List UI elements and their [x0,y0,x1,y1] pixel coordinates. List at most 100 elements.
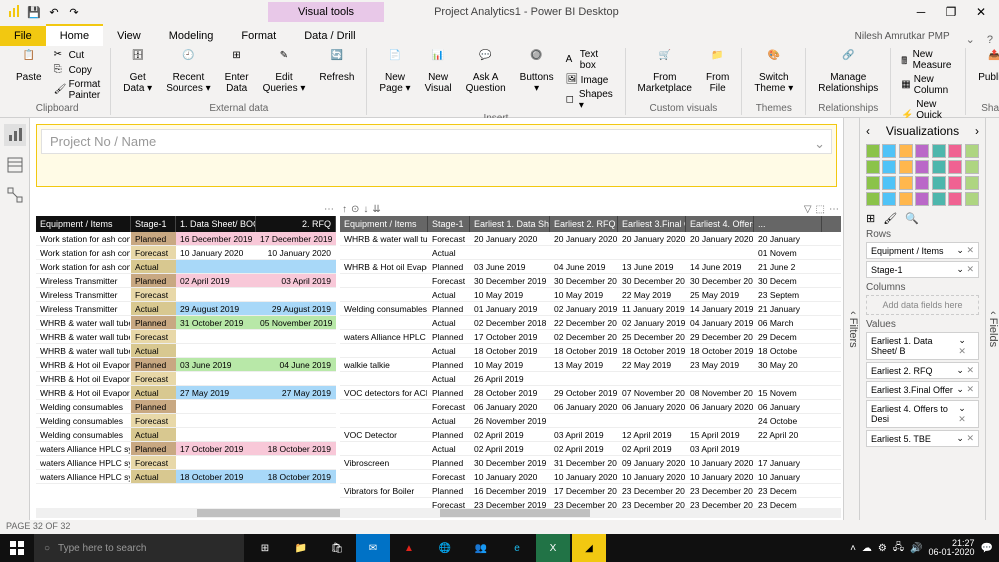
table2-header[interactable]: Earliest 2. RFQ [550,216,618,232]
table2-header[interactable]: Earliest 3.Final Offer [618,216,686,232]
new-page-button[interactable]: 📄New Page ▾ [373,48,416,96]
project-slicer[interactable]: Project No / Name⌄ [36,124,837,187]
viz-type-icon[interactable] [948,144,962,158]
table-row[interactable]: Actual26 November 201924 Octobe [340,414,841,428]
viz-type-icon[interactable] [915,160,929,174]
table-row[interactable]: WHRB & water wall tubesForecast [36,330,336,344]
viz-type-icon[interactable] [899,176,913,190]
table1-header[interactable]: Stage-1 [131,216,176,232]
table2-header[interactable]: Earliest 4. Offers to Design [686,216,754,232]
table-row[interactable]: Welding consumablesForecast [36,414,336,428]
format-icon[interactable]: 🖌 [883,212,897,225]
new-column-button[interactable]: ▦New Column [897,73,959,97]
table-row[interactable]: Work station for ash conveying systemPla… [36,232,336,246]
tab-modeling[interactable]: Modeling [155,26,228,46]
publish-button[interactable]: 📤Publish [972,48,999,85]
redo-icon[interactable]: ↷ [66,4,82,20]
chevron-down-icon[interactable]: ⌄ [960,33,981,46]
table-row[interactable]: Wireless TransmitterPlanned02 April 2019… [36,274,336,288]
tab-view[interactable]: View [103,26,155,46]
new-visual-button[interactable]: 📊New Visual [419,48,458,96]
volume-icon[interactable]: 🔊 [910,543,922,554]
table2-visual[interactable]: ↑ ⊙ ↓ ⇊ ▽ ⬚ ⋯ Equipment / ItemsStage-1Ea… [340,202,841,518]
powerbi-icon[interactable]: ◢ [572,534,606,562]
table-row[interactable]: waters Alliance HPLC system with PCActua… [36,470,336,484]
ask-question-button[interactable]: 💬Ask A Question [460,48,512,96]
table-row[interactable]: waters Alliance HPLC system with PCPlann… [36,442,336,456]
teams-icon[interactable]: 👥 [464,534,498,562]
tab-home[interactable]: Home [46,24,103,46]
edit-queries-button[interactable]: ✎Edit Queries ▾ [257,48,312,96]
viz-type-icon[interactable] [866,192,880,206]
table-row[interactable]: Welding consumablesActual [36,428,336,442]
tab-file[interactable]: File [0,26,46,46]
table1-header[interactable]: Equipment / Items [36,216,131,232]
expand-icon[interactable]: › [975,124,979,138]
clock[interactable]: 21:2706-01-2020 [929,539,975,557]
table2-header[interactable]: Earliest 1. Data Sheet/ BOQ [470,216,550,232]
model-view-button[interactable] [4,184,26,206]
tab-format[interactable]: Format [227,26,290,46]
table-row[interactable]: Actual02 December 201822 December 201802… [340,316,841,330]
table-row[interactable]: waters Alliance HPLC system with PCPlann… [340,330,841,344]
remove-field-icon[interactable]: ✕ [966,245,974,255]
fields-icon[interactable]: ⊞ [866,212,875,225]
remove-field-icon[interactable]: ✕ [966,384,974,394]
viz-type-icon[interactable] [899,192,913,206]
buttons-dropdown[interactable]: 🔘Buttons ▾ [514,48,560,96]
filters-pane[interactable]: ‹ Filters [843,118,859,520]
table-row[interactable]: WHRB & Hot oil EvaporatorPlanned03 June … [36,358,336,372]
undo-icon[interactable]: ↶ [46,4,62,20]
field-well[interactable]: Earliest 3.Final Offer⌄ ✕ [866,381,979,398]
format-painter-button[interactable]: 🖌Format Painter [50,78,105,102]
viz-type-icon[interactable] [965,160,979,174]
more-icon[interactable]: ⋯ [829,204,839,215]
field-well[interactable]: Earliest 4. Offers to Desi⌄ ✕ [866,400,979,428]
notifications-icon[interactable]: 💬 [981,543,993,554]
viz-type-icon[interactable] [882,176,896,190]
report-view-button[interactable] [4,124,26,146]
analytics-icon[interactable]: 🔍 [905,212,919,225]
viz-type-icon[interactable] [866,144,880,158]
get-data-button[interactable]: 🗄Get Data ▾ [117,48,158,96]
viz-type-icon[interactable] [866,160,880,174]
remove-field-icon[interactable]: ✕ [958,346,966,356]
restore-button[interactable]: ❐ [937,2,965,22]
help-icon[interactable]: ? [981,34,999,46]
table-row[interactable]: VOC DetectorPlanned02 April 201903 April… [340,428,841,442]
expand-icon[interactable]: ⇊ [372,204,380,215]
table-row[interactable]: Wireless TransmitterForecast [36,288,336,302]
viz-type-icon[interactable] [932,176,946,190]
viz-type-icon[interactable] [965,192,979,206]
table-row[interactable]: Forecast10 January 202010 January 202010… [340,470,841,484]
network-icon[interactable]: 🖧 [893,540,904,557]
drill-up-icon[interactable]: ↑ [342,204,347,215]
explorer-icon[interactable]: 📁 [284,534,318,562]
cut-button[interactable]: ✂Cut [50,48,105,62]
copy-button[interactable]: ⎘Copy [50,63,105,77]
onedrive-icon[interactable]: ☁ [862,543,872,554]
viz-type-icon[interactable] [882,160,896,174]
switch-theme-button[interactable]: 🎨Switch Theme ▾ [748,48,799,96]
close-button[interactable]: ✕ [967,2,995,22]
acrobat-icon[interactable]: ▲ [392,534,426,562]
viz-type-icon[interactable] [915,176,929,190]
more-icon[interactable]: ⋯ [324,204,334,215]
field-well[interactable]: Equipment / Items⌄ ✕ [866,242,979,259]
table-row[interactable]: Vibrators for BoilerPlanned16 December 2… [340,484,841,498]
collapse-icon[interactable]: ‹ [847,311,859,315]
scrollbar[interactable] [36,508,336,518]
viz-type-icon[interactable] [915,192,929,206]
viz-type-icon[interactable] [932,144,946,158]
collapse-icon[interactable]: ‹ [987,311,999,315]
remove-field-icon[interactable]: ✕ [966,264,974,274]
viz-type-icon[interactable] [882,192,896,206]
excel-icon[interactable]: X [536,534,570,562]
recent-sources-button[interactable]: 🕘Recent Sources ▾ [160,48,216,96]
table2-header[interactable]: Stage-1 [428,216,470,232]
table-row[interactable]: WHRB & water wall tubesActual [36,344,336,358]
columns-drop[interactable]: Add data fields here [866,295,979,315]
table1-header[interactable]: 1. Data Sheet/ BOQ [176,216,256,232]
viz-type-icon[interactable] [932,160,946,174]
table-row[interactable]: WHRB & Hot oil EvaporatorPlanned03 June … [340,260,841,274]
